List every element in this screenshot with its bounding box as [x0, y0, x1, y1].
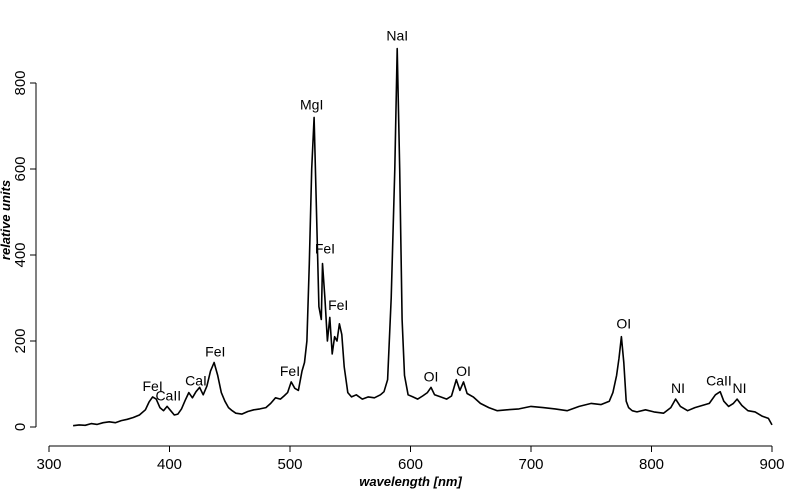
peak-label: FeI [205, 344, 225, 360]
x-tick-label: 400 [157, 456, 182, 473]
y-tick-label: 0 [12, 423, 29, 431]
y-axis-ticks: 0 200 400 600 800 [12, 70, 36, 431]
peak-label: CaI [185, 373, 207, 389]
peak-label: FeI [328, 297, 348, 313]
x-tick-label: 800 [639, 456, 664, 473]
peak-label: NI [732, 380, 746, 396]
peak-label: OI [424, 368, 439, 384]
y-axis-title: relative units [0, 180, 13, 260]
peak-label: NaI [386, 27, 408, 43]
x-tick-label: 900 [759, 456, 784, 473]
x-tick-label: 500 [277, 456, 302, 473]
x-tick-label: 300 [36, 456, 61, 473]
peak-label: FeI [315, 240, 335, 256]
y-tick-label: 600 [12, 156, 29, 181]
spectrum-series-line [72, 47, 773, 427]
y-tick-label: 200 [12, 328, 29, 353]
y-tick-label: 400 [12, 242, 29, 267]
peak-label: OI [616, 316, 631, 332]
x-axis-title: wavelength [nm] [359, 474, 462, 489]
x-tick-label: 600 [398, 456, 423, 473]
peak-label: NI [671, 380, 685, 396]
peak-label: FeI [143, 378, 163, 394]
peak-label: OI [456, 363, 471, 379]
x-axis-ticks: 300 400 500 600 700 800 900 [36, 446, 785, 473]
peak-label: CaII [706, 373, 732, 389]
peak-label: FeI [280, 363, 300, 379]
x-tick-label: 700 [518, 456, 543, 473]
y-tick-label: 800 [12, 70, 29, 95]
peak-label: CaII [155, 387, 181, 403]
peak-label: MgI [300, 96, 323, 112]
